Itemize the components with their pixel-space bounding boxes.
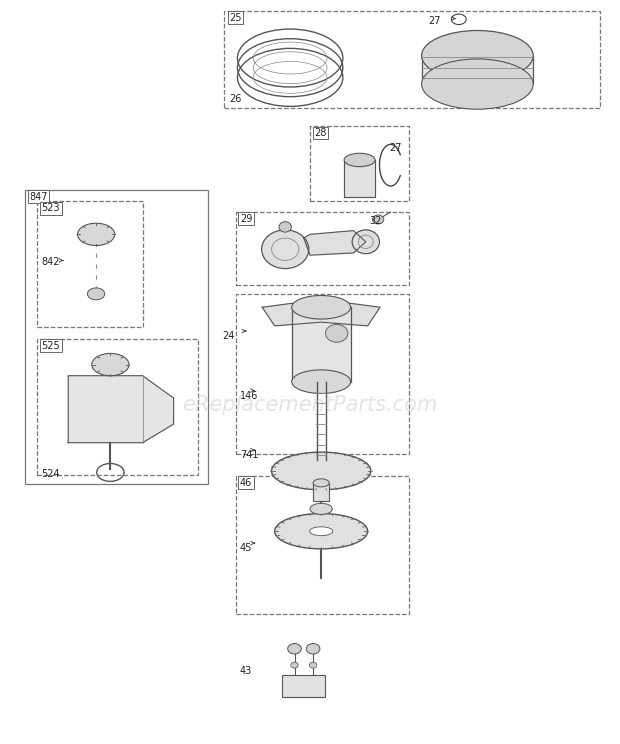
Ellipse shape [272,452,371,490]
Ellipse shape [288,644,301,654]
Ellipse shape [309,527,333,536]
Polygon shape [422,56,533,84]
Ellipse shape [292,370,351,394]
Polygon shape [304,231,366,255]
Ellipse shape [275,513,368,549]
Bar [37,339,198,475]
Ellipse shape [326,324,348,342]
Text: eReplacementParts.com: eReplacementParts.com [182,396,438,415]
Text: 24: 24 [222,331,234,341]
Text: 525: 525 [42,341,60,350]
Text: 741: 741 [240,450,259,460]
Polygon shape [262,301,380,326]
Bar [236,476,409,614]
Bar [282,675,326,697]
Text: 28: 28 [314,128,327,138]
Text: 146: 146 [240,391,259,400]
Ellipse shape [87,288,105,300]
Text: 524: 524 [42,469,60,478]
Text: 847: 847 [29,192,48,202]
Ellipse shape [92,353,129,376]
Text: 29: 29 [240,214,252,223]
Ellipse shape [352,230,379,254]
Bar [25,190,208,484]
Polygon shape [344,160,375,197]
Ellipse shape [306,644,320,654]
Text: 523: 523 [42,203,60,213]
Text: 32: 32 [369,216,381,225]
Text: 43: 43 [240,666,252,676]
Bar [236,212,409,285]
Ellipse shape [292,295,351,319]
Bar [313,483,329,501]
Ellipse shape [78,223,115,246]
Bar [37,201,143,327]
Text: 25: 25 [229,13,242,22]
Ellipse shape [309,662,317,668]
Text: 842: 842 [42,257,60,266]
Bar [224,11,600,108]
Text: 27: 27 [389,143,402,153]
Text: 45: 45 [240,543,252,553]
Bar [236,294,409,454]
Ellipse shape [291,662,298,668]
Bar [292,307,351,382]
Ellipse shape [422,59,533,109]
Ellipse shape [262,230,309,269]
Text: 26: 26 [229,94,242,104]
Ellipse shape [344,153,375,167]
Polygon shape [68,376,174,443]
Ellipse shape [313,479,329,487]
Ellipse shape [422,31,533,81]
Text: 27: 27 [428,16,440,26]
Bar [310,126,409,201]
Ellipse shape [279,222,291,232]
Ellipse shape [373,215,384,224]
Ellipse shape [310,503,332,515]
Text: 46: 46 [240,478,252,487]
